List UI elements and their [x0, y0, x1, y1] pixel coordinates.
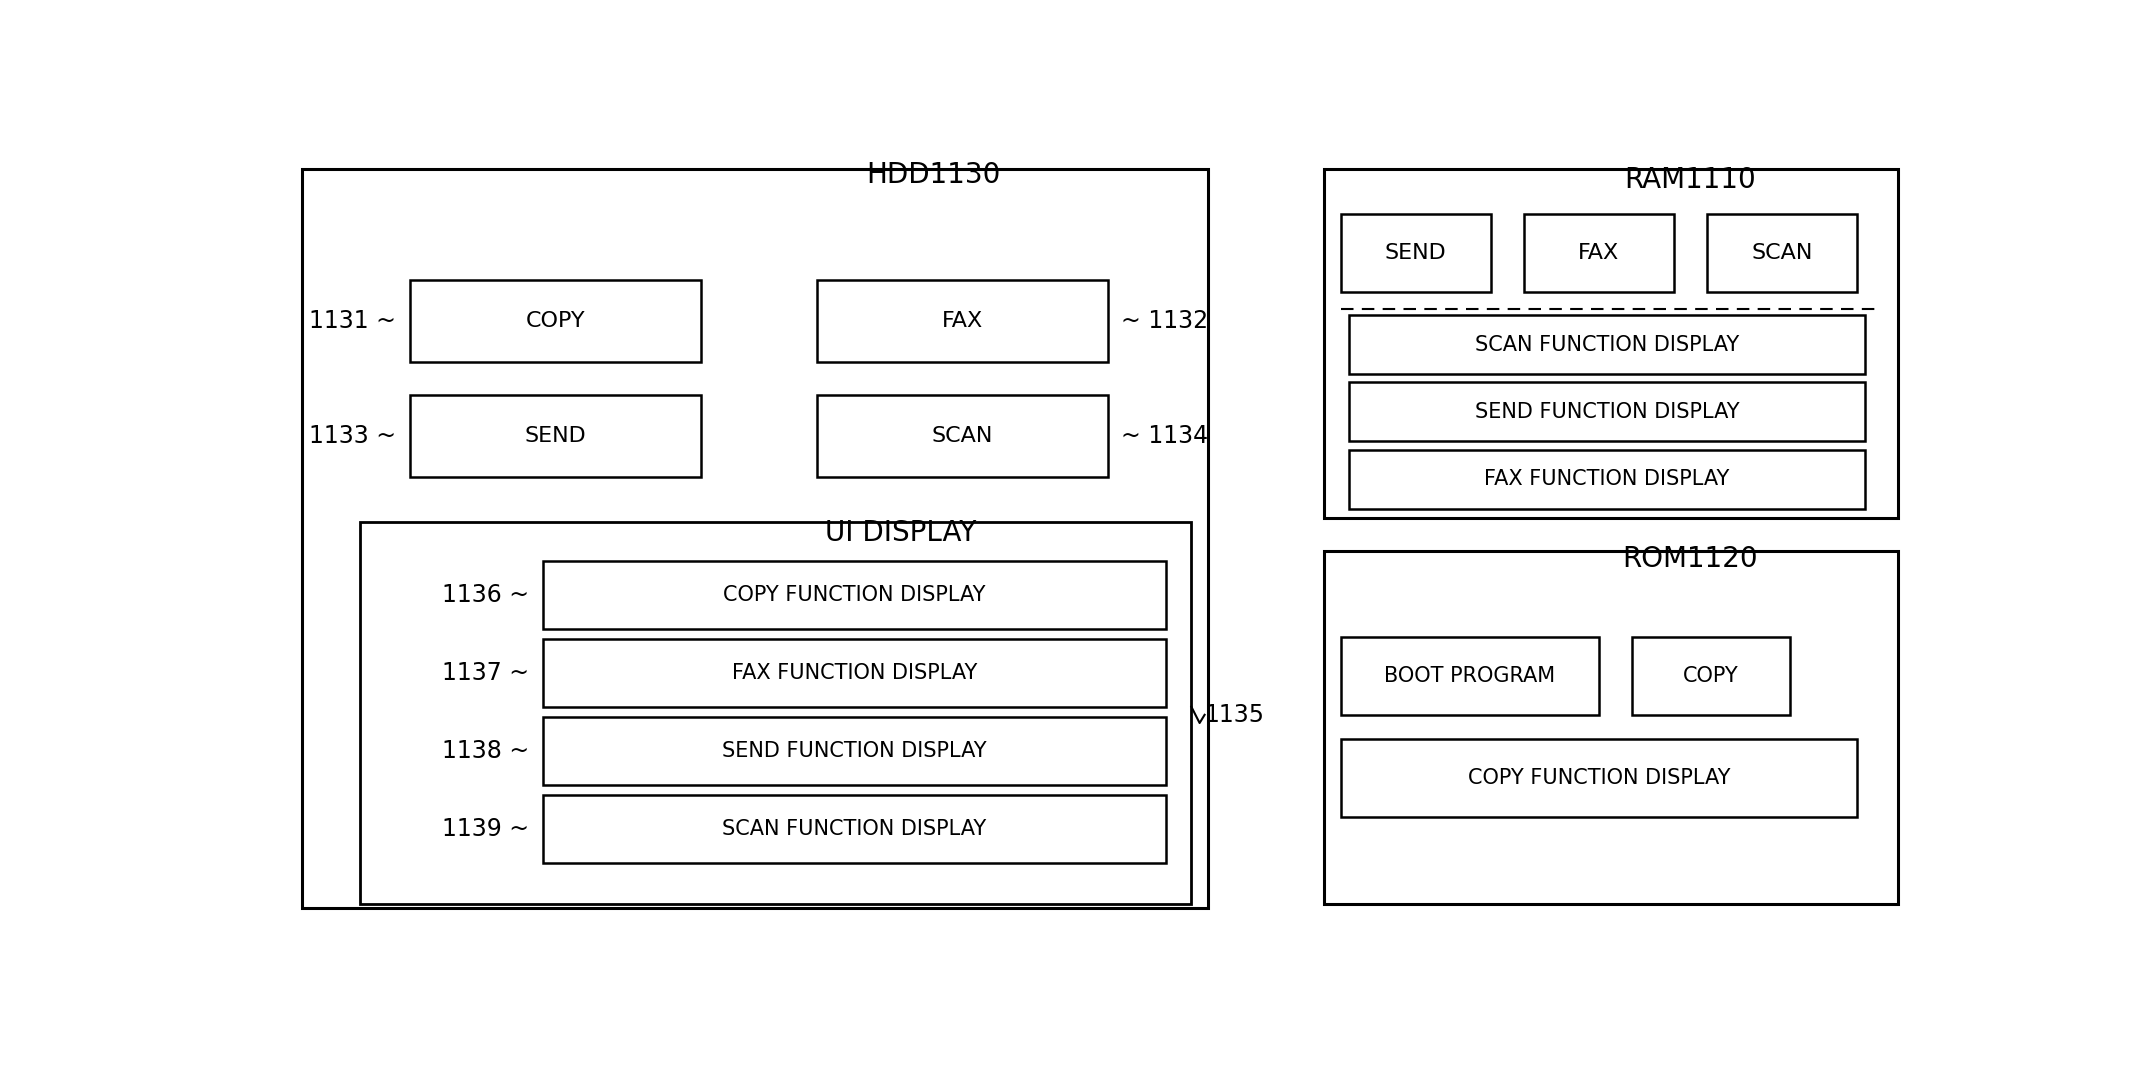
FancyBboxPatch shape	[1350, 450, 1865, 508]
Text: 1137 ~: 1137 ~	[442, 661, 530, 685]
Text: 1139 ~: 1139 ~	[442, 817, 530, 841]
Text: 1138 ~: 1138 ~	[442, 739, 530, 763]
Text: 1135: 1135	[1204, 702, 1264, 727]
FancyBboxPatch shape	[543, 717, 1167, 785]
Text: 1136 ~: 1136 ~	[442, 583, 530, 607]
FancyBboxPatch shape	[1341, 740, 1856, 818]
FancyBboxPatch shape	[1524, 214, 1674, 292]
Text: COPY: COPY	[526, 311, 586, 330]
FancyBboxPatch shape	[818, 394, 1107, 477]
FancyBboxPatch shape	[543, 795, 1167, 862]
Text: FAX FUNCTION DISPLAY: FAX FUNCTION DISPLAY	[1485, 469, 1730, 489]
Text: 1133 ~: 1133 ~	[309, 423, 397, 448]
Text: SCAN FUNCTION DISPLAY: SCAN FUNCTION DISPLAY	[1474, 335, 1738, 355]
Text: ROM1120: ROM1120	[1622, 545, 1758, 572]
FancyBboxPatch shape	[1706, 214, 1856, 292]
FancyBboxPatch shape	[300, 168, 1208, 908]
FancyBboxPatch shape	[543, 562, 1167, 629]
Text: SEND: SEND	[524, 425, 586, 446]
Text: COPY FUNCTION DISPLAY: COPY FUNCTION DISPLAY	[1468, 769, 1730, 789]
Text: SCAN FUNCTION DISPLAY: SCAN FUNCTION DISPLAY	[723, 819, 987, 839]
Text: SCAN: SCAN	[1751, 243, 1813, 263]
Text: FAX: FAX	[1577, 243, 1620, 263]
Text: RAM1110: RAM1110	[1625, 165, 1755, 194]
FancyBboxPatch shape	[818, 279, 1107, 361]
FancyBboxPatch shape	[1631, 636, 1790, 715]
Text: SEND FUNCTION DISPLAY: SEND FUNCTION DISPLAY	[1474, 402, 1740, 422]
Text: UI DISPLAY: UI DISPLAY	[824, 518, 976, 547]
Text: FAX FUNCTION DISPLAY: FAX FUNCTION DISPLAY	[732, 663, 976, 683]
FancyBboxPatch shape	[1341, 214, 1491, 292]
FancyBboxPatch shape	[410, 394, 700, 477]
Text: ~ 1134: ~ 1134	[1122, 423, 1208, 448]
Text: BOOT PROGRAM: BOOT PROGRAM	[1384, 666, 1556, 685]
FancyBboxPatch shape	[1350, 383, 1865, 441]
Text: FAX: FAX	[942, 311, 983, 330]
FancyBboxPatch shape	[1324, 168, 1899, 518]
Text: COPY FUNCTION DISPLAY: COPY FUNCTION DISPLAY	[723, 585, 985, 605]
Text: SCAN: SCAN	[931, 425, 994, 446]
Text: HDD1130: HDD1130	[867, 161, 1000, 190]
FancyBboxPatch shape	[543, 640, 1167, 707]
FancyBboxPatch shape	[1350, 316, 1865, 374]
Text: COPY: COPY	[1682, 666, 1738, 685]
FancyBboxPatch shape	[361, 522, 1191, 904]
Text: ~ 1132: ~ 1132	[1122, 309, 1208, 333]
Text: SEND FUNCTION DISPLAY: SEND FUNCTION DISPLAY	[723, 741, 987, 761]
FancyBboxPatch shape	[1341, 636, 1599, 715]
Text: 1131 ~: 1131 ~	[309, 309, 397, 333]
Text: SEND: SEND	[1384, 243, 1446, 263]
FancyBboxPatch shape	[1324, 551, 1899, 904]
FancyBboxPatch shape	[410, 279, 700, 361]
